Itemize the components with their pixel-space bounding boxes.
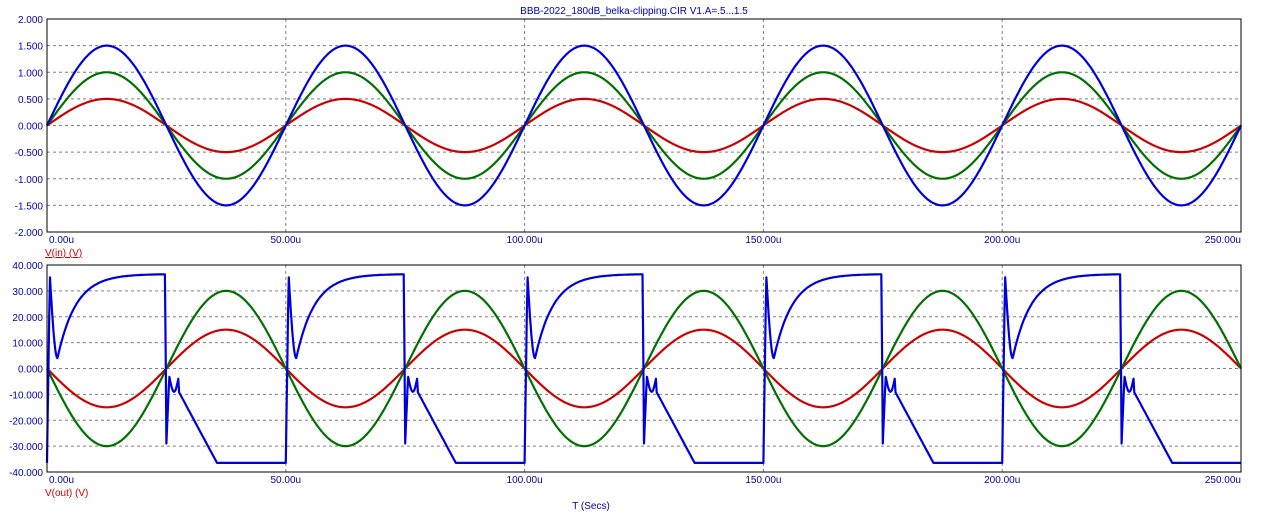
- x-tick-label: 250.00u: [1205, 235, 1241, 246]
- x-tick-label: 0.00u: [49, 475, 74, 486]
- x-axis-title: T (Secs): [572, 501, 610, 512]
- x-tick-label: 200.00u: [984, 475, 1020, 486]
- y-tick-label: -1.500: [15, 201, 44, 212]
- y-tick-label: -1.000: [15, 175, 44, 186]
- chart-title: BBB-2022_180dB_belka-clipping.CIR V1.A=.…: [520, 6, 748, 17]
- y-tick-label: 40.000: [12, 261, 43, 272]
- x-tick-label: 100.00u: [507, 475, 543, 486]
- y-tick-label: 0.500: [18, 95, 43, 106]
- series-line: [45, 273, 1242, 464]
- y-tick-label: 0.000: [18, 365, 43, 376]
- x-tick-label: 200.00u: [984, 235, 1020, 246]
- y-tick-label: -2.000: [15, 228, 44, 239]
- y-tick-label: 30.000: [12, 287, 43, 298]
- x-tick-label: 100.00u: [507, 235, 543, 246]
- y-tick-label: 1.500: [18, 42, 43, 53]
- x-tick-label: 250.00u: [1205, 475, 1241, 486]
- output-voltage-panel: 40.000 30.000 20.000 10.000 0.000 -10.000 -20.…: [9, 261, 1242, 499]
- y-tick-label: 20.000: [12, 313, 43, 324]
- y-tick-label: 10.000: [12, 339, 43, 350]
- plot-frame: [46, 18, 1242, 233]
- x-tick-label: 50.00u: [271, 475, 302, 486]
- input-voltage-panel: 2.000 1.500 1.000 0.500 0.000 -0.500 -1.000 -1.…: [15, 15, 1243, 259]
- x-tick-label: 50.00u: [271, 235, 302, 246]
- x-tick-label: 150.00u: [745, 475, 781, 486]
- plot-frame: [46, 264, 1242, 473]
- y-tick-label: -40.000: [9, 468, 43, 479]
- y-axis-label: V(out) (V): [45, 488, 88, 499]
- y-tick-label: 1.000: [18, 68, 43, 79]
- y-tick-label: -0.500: [15, 148, 44, 159]
- y-tick-label: -10.000: [9, 390, 43, 401]
- y-tick-label: -20.000: [9, 416, 43, 427]
- y-axis-label: V(in) (V): [45, 248, 82, 259]
- y-tick-label: 0.000: [18, 122, 43, 133]
- x-tick-label: 150.00u: [745, 235, 781, 246]
- y-tick-label: -30.000: [9, 442, 43, 453]
- series-line: [45, 44, 1243, 207]
- y-tick-label: 2.000: [18, 15, 43, 26]
- x-tick-label: 0.00u: [49, 235, 74, 246]
